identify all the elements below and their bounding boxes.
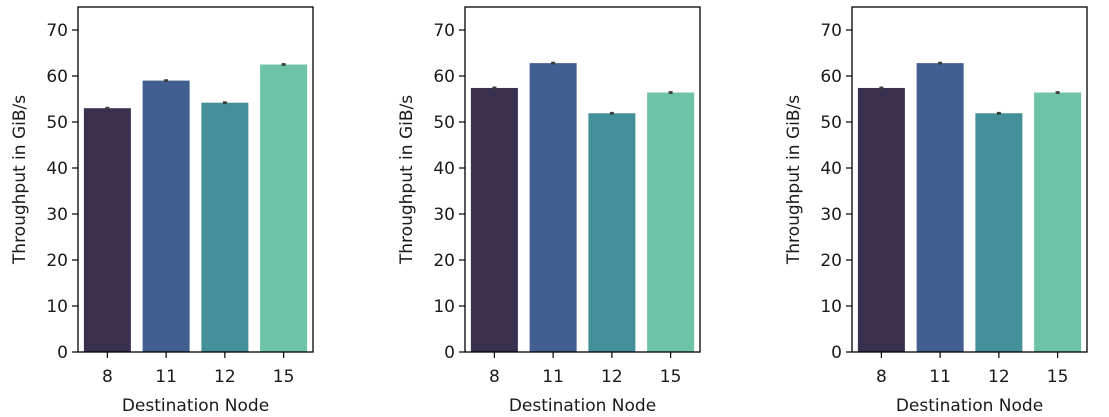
y-tick-label: 10 — [46, 297, 68, 317]
y-tick-label: 60 — [433, 67, 455, 87]
axes-frame — [851, 6, 1088, 353]
y-tick-label: 0 — [831, 343, 842, 363]
x-tick-label: 8 — [489, 367, 500, 387]
x-tick-label: 11 — [542, 367, 564, 387]
bar-15 — [1034, 92, 1082, 352]
y-tick-label: 60 — [46, 67, 68, 87]
y-tick-label: 20 — [433, 251, 455, 271]
y-tick-label: 50 — [433, 113, 455, 133]
bar-8 — [857, 87, 905, 353]
x-axis-label: Destination Node — [509, 396, 656, 416]
y-tick-label: 30 — [433, 205, 455, 225]
x-axis-label: Destination Node — [122, 396, 269, 416]
y-tick-label: 10 — [433, 297, 455, 317]
y-tick-label: 70 — [820, 21, 842, 41]
y-tick-label: 60 — [820, 67, 842, 87]
y-tick-label: 70 — [46, 21, 68, 41]
x-tick-label: 11 — [155, 367, 177, 387]
x-tick-label: 12 — [988, 367, 1010, 387]
bar-12 — [201, 102, 249, 353]
y-tick-label: 40 — [46, 159, 68, 179]
x-tick-label: 8 — [102, 367, 113, 387]
bar-15 — [647, 92, 695, 352]
x-tick-label: 11 — [929, 367, 951, 387]
bar-12 — [975, 113, 1023, 352]
y-tick-label: 20 — [820, 251, 842, 271]
y-tick-label: 40 — [433, 159, 455, 179]
y-tick-label: 40 — [820, 159, 842, 179]
y-tick-label: 70 — [433, 21, 455, 41]
y-tick-label: 50 — [820, 113, 842, 133]
y-tick-label: 20 — [46, 251, 68, 271]
bar-11 — [142, 80, 190, 352]
y-tick-label: 0 — [444, 343, 455, 363]
bar-11 — [916, 63, 964, 353]
bar-11 — [529, 63, 577, 353]
y-axis-label: Throughput in GiB/s — [10, 95, 30, 265]
x-tick-label: 15 — [1047, 367, 1069, 387]
y-tick-label: 30 — [820, 205, 842, 225]
bar-12 — [588, 113, 636, 352]
bar-8 — [470, 87, 518, 353]
y-tick-label: 50 — [46, 113, 68, 133]
x-tick-label: 12 — [214, 367, 236, 387]
y-tick-label: 30 — [46, 205, 68, 225]
x-tick-label: 8 — [876, 367, 887, 387]
y-tick-label: 0 — [57, 343, 68, 363]
x-tick-label: 15 — [273, 367, 295, 387]
y-tick-label: 10 — [820, 297, 842, 317]
x-tick-label: 12 — [601, 367, 623, 387]
axes-frame — [464, 6, 701, 353]
y-axis-label: Throughput in GiB/s — [397, 95, 417, 265]
bar-15 — [260, 64, 308, 352]
x-axis-label: Destination Node — [896, 396, 1043, 416]
axes-frame — [77, 6, 314, 353]
y-axis-label: Throughput in GiB/s — [784, 95, 804, 265]
bar-8 — [83, 108, 131, 352]
x-tick-label: 15 — [660, 367, 682, 387]
